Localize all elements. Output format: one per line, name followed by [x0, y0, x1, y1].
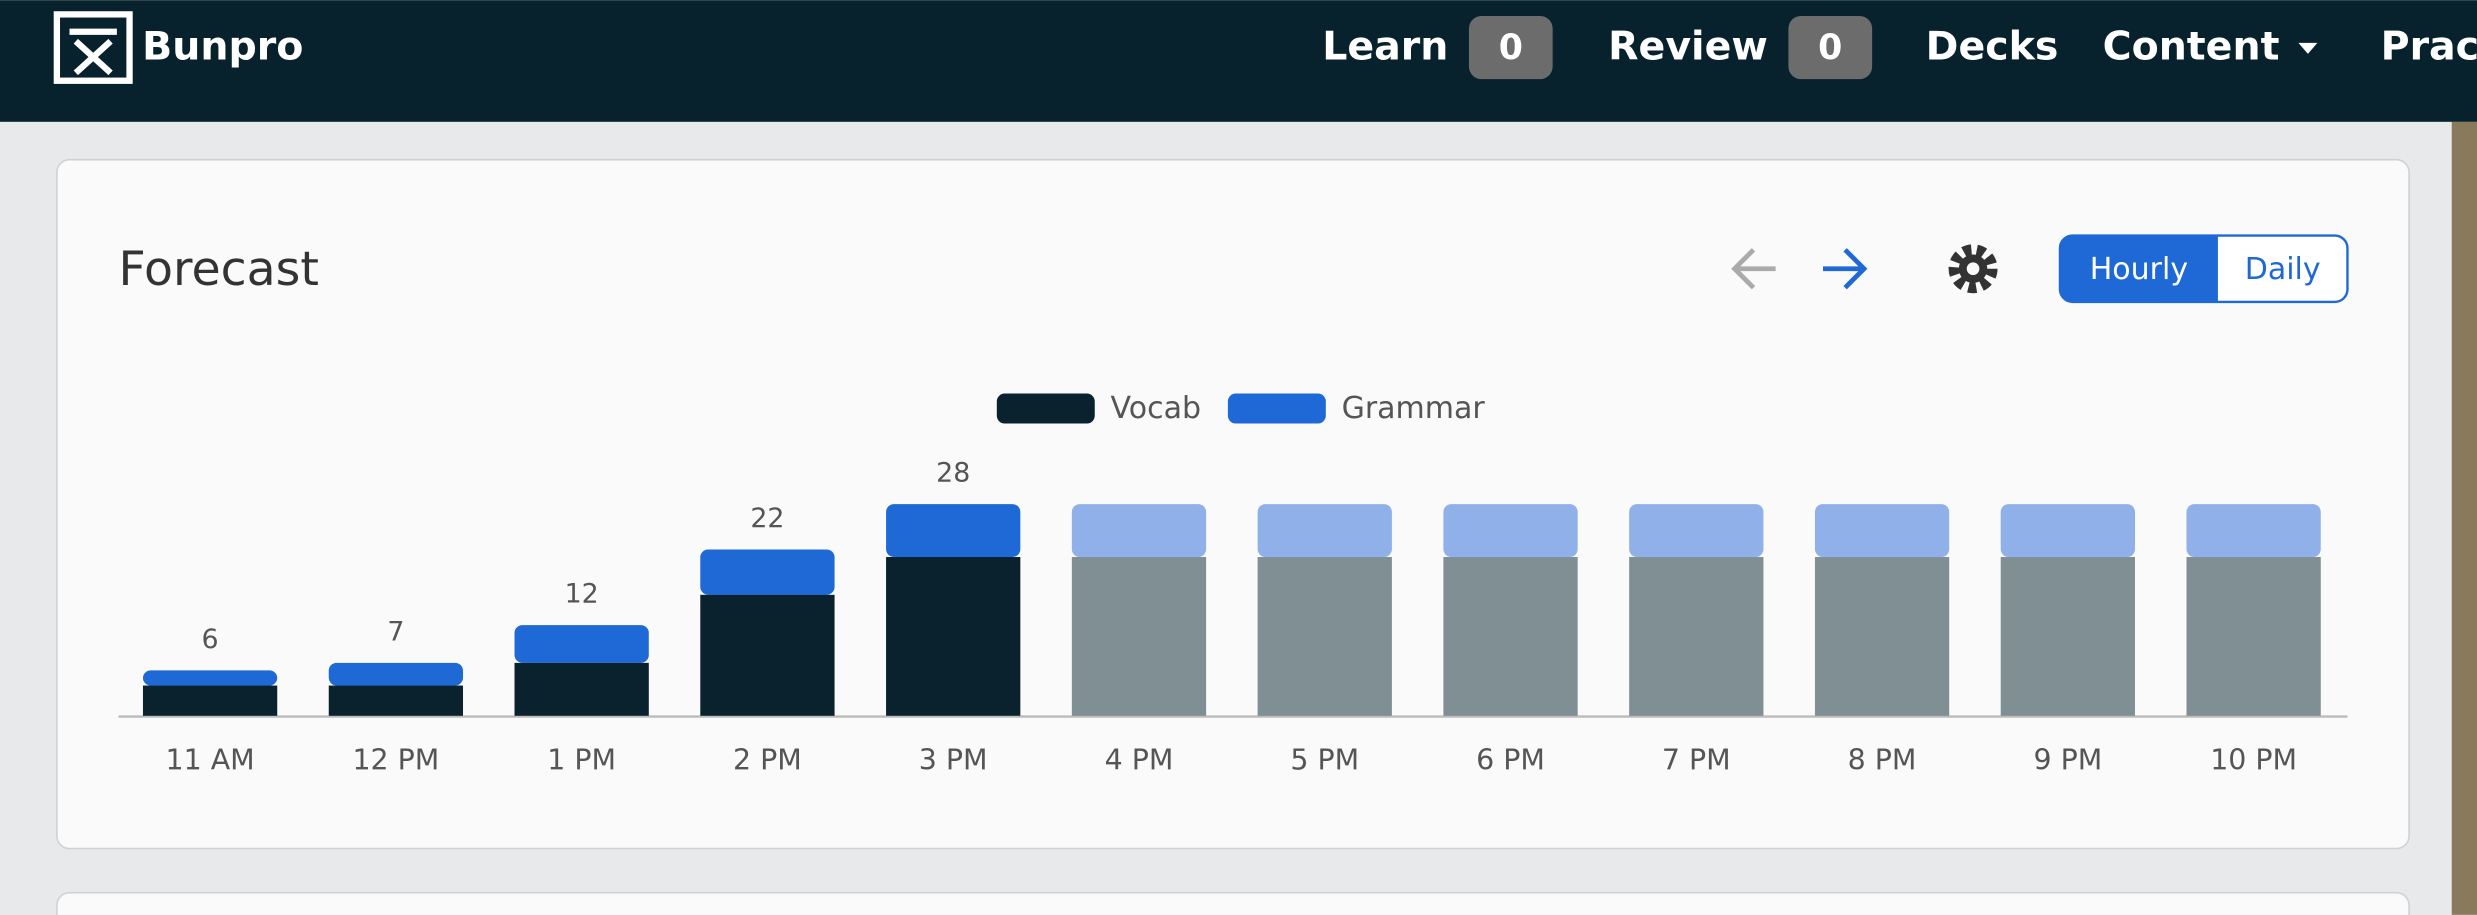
- nav-link[interactable]: Decks: [1926, 24, 2059, 70]
- total-label: 6: [202, 624, 219, 655]
- bar-segment: [328, 685, 464, 716]
- gear-teeth: [1948, 244, 1998, 294]
- nav-link[interactable]: Review: [1608, 24, 1768, 70]
- logo-icon: [53, 11, 133, 84]
- x-tick-label: 2 PM: [733, 744, 802, 777]
- chart: Vocab Grammar 11 AM 6 12 PM 7 1 PM 12 2 PM 22 3 PM…: [142, 391, 2321, 777]
- nav-link[interactable]: Content: [2103, 24, 2280, 70]
- x-tick-label: 3 PM: [919, 744, 988, 777]
- bar-segment: [328, 662, 464, 686]
- hourly-label[interactable]: Hourly: [2090, 252, 2188, 287]
- dropdown-caret: [2298, 42, 2318, 54]
- bar-segment: [2000, 557, 2135, 716]
- x-tick-label: 10 PM: [2210, 744, 2297, 777]
- badge: [1788, 15, 1873, 80]
- x-tick-label: 1 PM: [547, 744, 616, 777]
- bar-segment: [1814, 557, 1950, 716]
- bar-segment: [1443, 557, 1578, 716]
- next-card: [56, 891, 2410, 915]
- bar-segment: [1629, 557, 1764, 716]
- bar-segment: [514, 625, 649, 663]
- badge: [1468, 15, 1553, 80]
- bar-segment: [142, 685, 278, 716]
- total-label: 12: [565, 579, 599, 610]
- daily-button[interactable]: Daily: [2245, 252, 2321, 287]
- settings-gear[interactable]: [1948, 244, 1998, 294]
- x-tick-label: 12 PM: [352, 744, 439, 777]
- bar-segment: [142, 670, 278, 686]
- x-tick-label: 5 PM: [1290, 744, 1359, 777]
- legend-label: Vocab: [1111, 391, 1201, 426]
- bar-segment: [1071, 557, 1207, 716]
- prev-arrow[interactable]: [1731, 248, 1776, 290]
- legend-swatch: [996, 393, 1095, 424]
- brand: Bunpro: [142, 24, 303, 70]
- next-arrow[interactable]: [1822, 248, 1868, 290]
- x-tick-label: 6 PM: [1476, 744, 1545, 777]
- bar-segment: [514, 662, 649, 716]
- x-tick-label: 4 PM: [1105, 744, 1174, 777]
- bar-segment: [1071, 504, 1207, 558]
- hourly-button[interactable]: [2059, 235, 2218, 302]
- legend-label: Grammar: [1342, 391, 1486, 426]
- legend-swatch: [1227, 393, 1326, 424]
- bar-segment: [2000, 504, 2135, 558]
- logo[interactable]: Bunpro: [53, 11, 303, 84]
- bar-segment: [2186, 504, 2321, 558]
- bar-segment: [1257, 557, 1392, 716]
- bar-segment: [700, 549, 835, 595]
- bar-segment: [886, 504, 1021, 558]
- nav-items: Learn 0 Review 0 Decks Content Practice: [1322, 15, 2477, 80]
- total-label: 28: [936, 458, 970, 489]
- card-title: Forecast: [118, 242, 318, 297]
- x-tick-label: 8 PM: [1848, 744, 1917, 777]
- bar-segment: [1814, 504, 1950, 558]
- bar-segment: [1443, 504, 1578, 558]
- badge-count: 0: [1499, 28, 1523, 68]
- nav-link[interactable]: Learn: [1322, 24, 1448, 70]
- x-tick-label: 7 PM: [1662, 744, 1731, 777]
- bar-segment: [1629, 504, 1764, 558]
- side-image: [2451, 121, 2477, 915]
- badge-count: 0: [1818, 28, 1842, 68]
- nav-link[interactable]: Practice: [2381, 24, 2477, 70]
- bar-segment: [886, 557, 1021, 716]
- bar-segment: [1257, 504, 1392, 558]
- navbar: [0, 0, 2477, 122]
- gear-hole: [1966, 262, 1980, 276]
- bar-segment: [700, 594, 835, 716]
- bar-segment: [2186, 557, 2321, 716]
- total-label: 7: [387, 616, 404, 647]
- logo-glyph: [69, 28, 117, 76]
- x-tick-label: 9 PM: [2033, 744, 2102, 777]
- total-label: 22: [750, 503, 784, 534]
- x-tick-label: 11 AM: [166, 744, 255, 777]
